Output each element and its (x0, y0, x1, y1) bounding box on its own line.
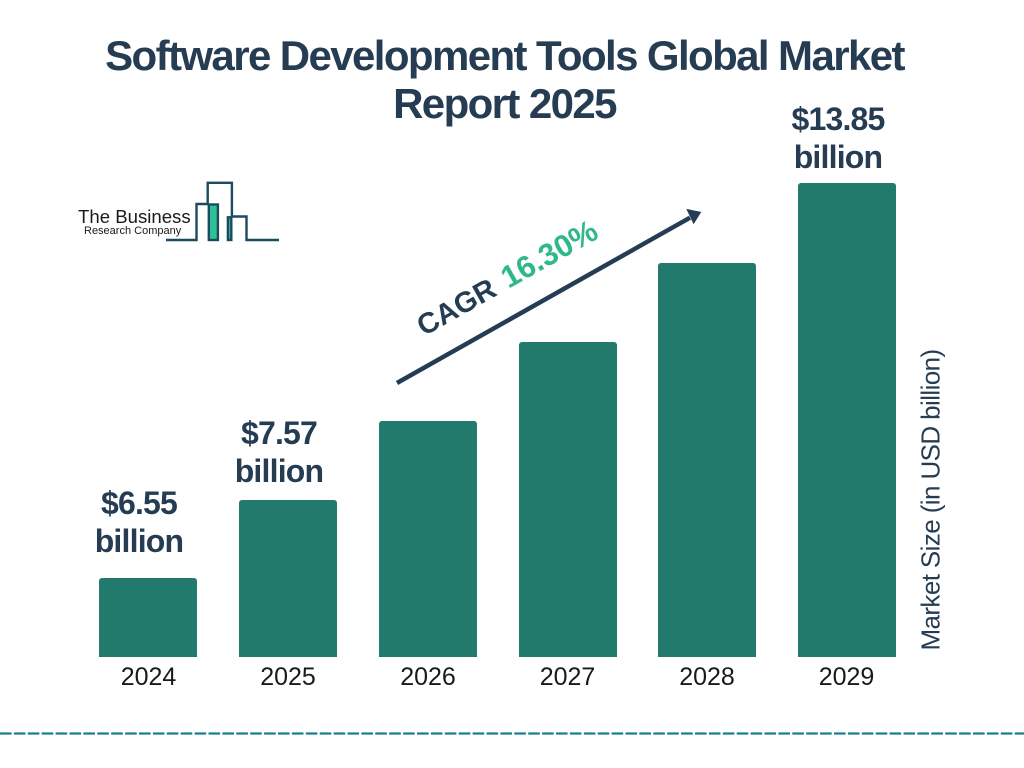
svg-text:16.30%: 16.30% (495, 213, 604, 295)
